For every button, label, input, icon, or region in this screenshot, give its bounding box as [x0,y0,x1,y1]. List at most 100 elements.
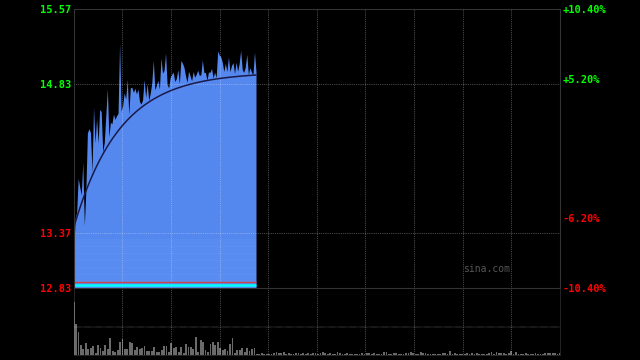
Text: sina.com: sina.com [463,264,509,274]
Bar [369,353,371,355]
Bar [452,354,453,355]
Bar [361,353,363,355]
Bar [322,352,324,355]
Bar [92,346,94,355]
Bar [207,352,209,355]
Bar [425,353,426,355]
Bar [371,354,372,355]
Bar [545,353,547,355]
Bar [178,352,180,355]
Bar [280,353,282,355]
Bar [246,348,248,355]
Bar [393,353,395,355]
Bar [396,354,397,355]
Bar [244,352,246,355]
Bar [109,338,111,355]
Bar [315,353,317,355]
Bar [383,352,385,355]
Bar [381,354,383,355]
Bar [75,324,77,355]
Bar [90,348,92,355]
Bar [337,352,339,355]
Bar [251,350,253,355]
Bar [185,344,187,355]
Bar [378,354,380,355]
Bar [510,351,512,355]
Bar [534,354,536,355]
Bar [412,353,414,355]
Bar [83,350,84,355]
Bar [476,353,478,355]
Bar [547,352,548,355]
Bar [549,353,551,355]
Bar [180,347,182,355]
Bar [317,354,319,355]
Bar [249,351,250,355]
Bar [263,354,265,355]
Bar [532,354,534,355]
Bar [229,343,231,355]
Bar [540,354,541,355]
Bar [205,350,207,355]
Bar [408,352,410,355]
Bar [259,354,260,355]
Bar [261,354,262,355]
Bar [552,353,554,355]
Bar [324,353,326,355]
Bar [209,344,211,355]
Bar [351,354,353,355]
Bar [373,353,375,355]
Bar [295,353,297,355]
Bar [241,348,243,355]
Bar [420,352,422,355]
Bar [527,354,529,355]
Bar [234,352,236,355]
Bar [522,354,524,355]
Bar [488,353,490,355]
Bar [346,353,348,355]
Bar [127,349,128,355]
Bar [85,343,87,355]
Bar [390,354,392,355]
Bar [468,354,470,355]
Bar [214,345,216,355]
Bar [143,346,145,355]
Bar [508,353,509,355]
Bar [273,354,275,355]
Bar [495,352,497,355]
Bar [479,354,480,355]
Bar [232,338,234,355]
Bar [116,350,118,355]
Bar [344,354,346,355]
Bar [112,351,114,355]
Bar [525,352,527,355]
Bar [168,352,170,355]
Bar [102,351,104,355]
Bar [319,354,321,355]
Bar [503,353,505,355]
Bar [224,350,226,355]
Bar [212,342,214,355]
Bar [483,354,485,355]
Bar [146,351,148,355]
Bar [342,354,344,355]
Bar [506,354,507,355]
Bar [330,353,331,355]
Bar [405,354,407,355]
Bar [498,353,500,355]
Bar [222,350,223,355]
Bar [403,354,404,355]
Bar [148,351,150,355]
Bar [444,353,446,355]
Bar [278,353,280,355]
Bar [515,352,517,355]
Bar [200,339,202,355]
Bar [129,342,131,355]
Bar [77,332,79,355]
Bar [268,354,270,355]
Bar [87,349,89,355]
Bar [271,354,273,355]
Bar [456,354,458,355]
Bar [356,354,358,355]
Bar [195,337,196,355]
